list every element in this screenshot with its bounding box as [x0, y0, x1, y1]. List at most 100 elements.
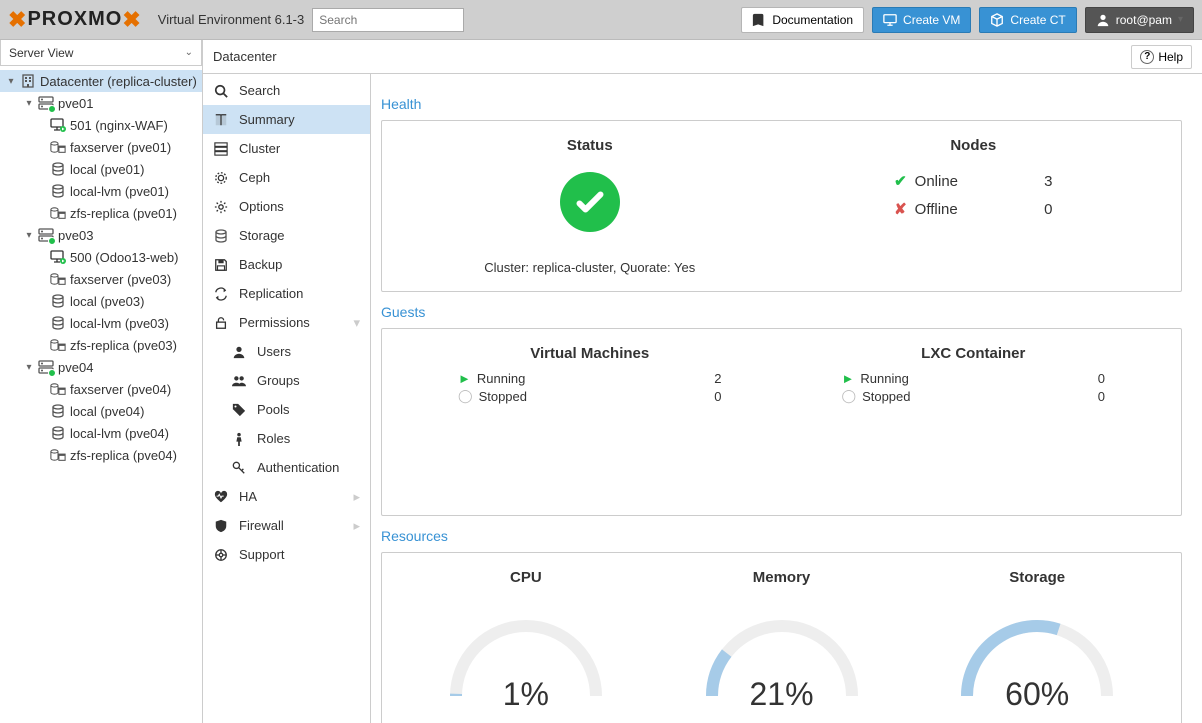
- caret-down-icon: ▾: [24, 230, 34, 241]
- config-label: Roles: [257, 431, 290, 446]
- tree-item[interactable]: local (pve04): [0, 400, 202, 422]
- resources-panel: CPU1%Memory21%Storage60%: [381, 552, 1182, 723]
- resource-storage: Storage60%: [909, 569, 1165, 716]
- tree-item[interactable]: zfs-replica (pve03): [0, 334, 202, 356]
- heartbeat-icon: [213, 489, 229, 505]
- create-ct-button[interactable]: Create CT: [979, 7, 1076, 33]
- tree-label: local-lvm (pve01): [70, 184, 169, 199]
- create-vm-button[interactable]: Create VM: [872, 7, 971, 33]
- tree-label: zfs-replica (pve01): [70, 206, 177, 221]
- stop-icon: ◯: [458, 388, 473, 404]
- logo-x-icon: ✖: [122, 7, 141, 33]
- config-label: Storage: [239, 228, 285, 243]
- tree-item[interactable]: local-lvm (pve03): [0, 312, 202, 334]
- help-button[interactable]: ? Help: [1131, 45, 1192, 69]
- user-icon: [231, 344, 247, 360]
- user-label: root@pam: [1116, 13, 1172, 27]
- tree-datacenter[interactable]: ▾Datacenter (replica-cluster): [0, 70, 202, 92]
- config-item-permissions[interactable]: Permissions▾: [203, 308, 370, 337]
- logo-x-icon: ✖: [8, 7, 27, 33]
- config-item-support[interactable]: Support: [203, 540, 370, 569]
- help-icon: ?: [1140, 50, 1154, 64]
- health-section-label: Health: [381, 96, 1182, 112]
- config-item-search[interactable]: Search: [203, 76, 370, 105]
- config-item-groups[interactable]: Groups: [203, 366, 370, 395]
- tree-item[interactable]: 501 (nginx-WAF): [0, 114, 202, 136]
- play-icon: ►: [458, 371, 471, 386]
- config-item-users[interactable]: Users: [203, 337, 370, 366]
- tree-item[interactable]: local (pve01): [0, 158, 202, 180]
- search-input[interactable]: [312, 8, 464, 32]
- tree-item[interactable]: faxserver (pve03): [0, 268, 202, 290]
- logo-text: PROXMO: [27, 8, 122, 31]
- tree-item[interactable]: zfs-replica (pve01): [0, 202, 202, 224]
- breadcrumb: Datacenter: [213, 49, 277, 64]
- config-label: HA: [239, 489, 257, 504]
- replication-icon: [213, 286, 229, 302]
- config-label: Summary: [239, 112, 295, 127]
- tree-label: faxserver (pve03): [70, 272, 171, 287]
- config-item-storage[interactable]: Storage: [203, 221, 370, 250]
- storage-dir-icon: [50, 447, 66, 463]
- config-item-replication[interactable]: Replication: [203, 279, 370, 308]
- tree-item[interactable]: faxserver (pve01): [0, 136, 202, 158]
- chevron-down-icon: ⌄: [185, 47, 193, 58]
- tree-item[interactable]: zfs-replica (pve04): [0, 444, 202, 466]
- config-item-options[interactable]: Options: [203, 192, 370, 221]
- tree-item[interactable]: local (pve03): [0, 290, 202, 312]
- help-label: Help: [1158, 50, 1183, 64]
- tags-icon: [231, 402, 247, 418]
- status-title: Status: [398, 137, 782, 154]
- caret-down-icon: ▾: [24, 98, 34, 109]
- check-icon: ✔: [894, 172, 907, 190]
- config-item-firewall[interactable]: Firewall▸: [203, 511, 370, 540]
- resource-title: Memory: [654, 569, 910, 586]
- guests-section-label: Guests: [381, 304, 1182, 320]
- chevron-right-icon: ▸: [353, 518, 360, 534]
- config-item-authentication[interactable]: Authentication: [203, 453, 370, 482]
- tree-panel: Server View ⌄ ▾Datacenter (replica-clust…: [0, 40, 203, 723]
- config-item-ha[interactable]: HA▸: [203, 482, 370, 511]
- gear-icon: [213, 199, 229, 215]
- documentation-button[interactable]: Documentation: [741, 7, 864, 33]
- config-label: Options: [239, 199, 284, 214]
- stopped-label: Stopped: [479, 389, 527, 404]
- cube-icon: [990, 13, 1004, 27]
- offline-label: Offline: [915, 201, 958, 218]
- server-icon: [38, 95, 54, 111]
- tree-node[interactable]: ▾pve03: [0, 224, 202, 246]
- logo: ✖ PROXMO ✖: [8, 7, 142, 33]
- storage-dir-icon: [50, 381, 66, 397]
- storage-dir-icon: [50, 271, 66, 287]
- vm-title: Virtual Machines: [398, 345, 782, 362]
- tree-label: pve01: [58, 96, 93, 111]
- gauge: 60%: [952, 606, 1122, 716]
- config-label: Groups: [257, 373, 300, 388]
- lock-icon: [213, 315, 229, 331]
- config-item-summary[interactable]: Summary: [203, 105, 370, 134]
- tree-view-selector[interactable]: Server View ⌄: [0, 40, 202, 66]
- gauge-value: 1%: [441, 676, 611, 713]
- storage-icon: [50, 315, 66, 331]
- config-item-backup[interactable]: Backup: [203, 250, 370, 279]
- tree-item[interactable]: 500 (Odoo13-web): [0, 246, 202, 268]
- config-label: Search: [239, 83, 280, 98]
- stopped-label: Stopped: [862, 389, 910, 404]
- tree-node[interactable]: ▾pve04: [0, 356, 202, 378]
- tree-item[interactable]: faxserver (pve04): [0, 378, 202, 400]
- tree-item[interactable]: local-lvm (pve04): [0, 422, 202, 444]
- tree-node[interactable]: ▾ pve01: [0, 92, 202, 114]
- storage-dir-icon: [50, 205, 66, 221]
- user-menu-button[interactable]: root@pam ▾: [1085, 7, 1194, 33]
- tree-label: 501 (nginx-WAF): [70, 118, 168, 133]
- config-label: Users: [257, 344, 291, 359]
- tree-item[interactable]: local-lvm (pve01): [0, 180, 202, 202]
- config-item-pools[interactable]: Pools: [203, 395, 370, 424]
- config-item-cluster[interactable]: Cluster: [203, 134, 370, 163]
- config-item-roles[interactable]: Roles: [203, 424, 370, 453]
- config-label: Backup: [239, 257, 282, 272]
- stop-icon: ◯: [842, 388, 857, 404]
- config-item-ceph[interactable]: Ceph: [203, 163, 370, 192]
- gauge: 1%: [441, 606, 611, 716]
- server-icon: [38, 227, 54, 243]
